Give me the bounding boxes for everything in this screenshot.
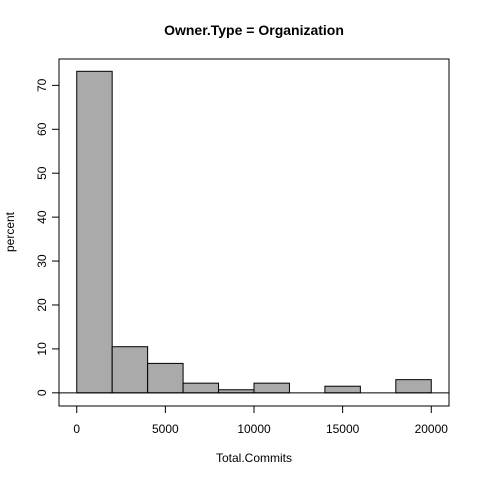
y-tick-label: 50: [35, 166, 49, 180]
y-axis-label: percent: [3, 211, 17, 252]
x-axis-label: Total.Commits: [216, 451, 292, 465]
bars-group: [76, 70, 432, 394]
x-tick-label: 15000: [326, 422, 360, 436]
histogram-bar: [253, 382, 290, 394]
histogram-bar: [111, 346, 149, 394]
y-tick-label: 60: [35, 122, 49, 136]
x-tick-label: 20000: [415, 422, 449, 436]
histogram-bar: [182, 382, 220, 394]
x-axis: 0 5000 10000 15000 20000: [73, 405, 449, 436]
histogram-bar: [324, 385, 361, 394]
histogram-bar: [395, 379, 432, 394]
x-tick-label: 5000: [152, 422, 179, 436]
x-tick-label: 0: [73, 422, 80, 436]
histogram-bar: [147, 362, 184, 394]
y-tick-label: 30: [35, 254, 49, 268]
y-axis: 0 10 20 30 40 50 60 70: [35, 78, 60, 396]
y-tick-label: 40: [35, 210, 49, 224]
histogram-bar: [76, 70, 113, 394]
y-tick-label: 70: [35, 78, 49, 92]
y-tick-label: 0: [35, 389, 49, 396]
x-tick-label: 10000: [237, 422, 271, 436]
y-tick-label: 10: [35, 342, 49, 356]
chart-title: Owner.Type = Organization: [164, 22, 344, 38]
y-tick-label: 20: [35, 298, 49, 312]
